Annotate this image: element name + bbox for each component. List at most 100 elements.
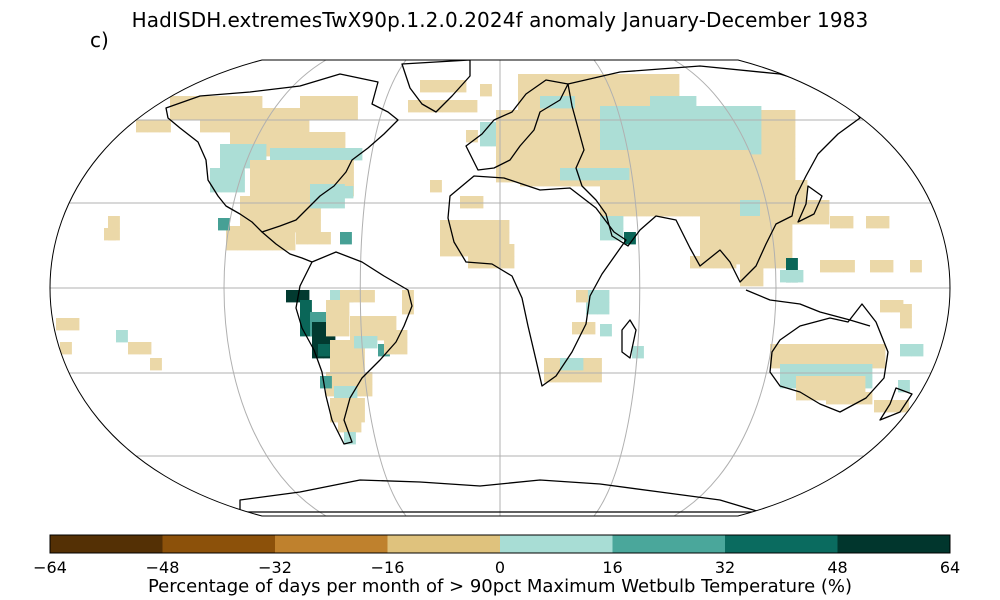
anomaly-cell	[772, 180, 785, 193]
anomaly-cell	[715, 106, 727, 119]
anomaly-cell	[700, 228, 712, 241]
anomaly-cell	[572, 322, 584, 335]
coast-asia	[567, 65, 861, 283]
anomaly-cell	[751, 244, 764, 257]
anomaly-cell	[274, 120, 287, 133]
anomaly-cell	[530, 122, 543, 135]
anomaly-cell	[543, 174, 555, 187]
anomaly-cell	[243, 156, 255, 169]
anomaly-cell	[715, 180, 727, 193]
anomaly-cell	[646, 118, 658, 131]
anomaly-cell	[587, 98, 599, 111]
anomaly-cell	[360, 372, 373, 385]
anomaly-cell	[703, 192, 716, 205]
anomaly-cell	[597, 302, 610, 315]
anomaly-cell	[734, 216, 747, 229]
anomaly-cell	[507, 170, 520, 183]
anomaly-cell	[646, 162, 659, 175]
anomaly-cell	[333, 196, 345, 209]
anomaly-cell	[320, 376, 332, 389]
anomaly-cell	[281, 148, 294, 161]
anomaly-cell	[497, 220, 510, 233]
anomaly-cell	[761, 192, 773, 205]
anomaly-cell	[633, 74, 645, 87]
anomaly-cell	[796, 388, 808, 401]
anomaly-cell	[583, 168, 595, 181]
colorbar	[50, 535, 951, 553]
anomaly-cell	[783, 110, 796, 123]
colorbar-bin	[725, 535, 838, 553]
anomaly-cell	[576, 290, 588, 303]
anomaly-cell	[502, 244, 515, 257]
anomaly-cell	[286, 290, 298, 303]
anomaly-cell	[136, 120, 148, 133]
meridian-120e	[673, 60, 777, 516]
anomaly-cell	[711, 216, 724, 229]
anomaly-cell	[283, 238, 296, 251]
anomaly-cell	[726, 204, 739, 217]
anomaly-cell	[334, 386, 346, 399]
anomaly-cell	[273, 160, 285, 173]
anomaly-cell	[795, 192, 808, 205]
anomaly-cell	[507, 110, 520, 123]
anomaly-cell	[783, 200, 795, 213]
anomaly-cell	[680, 192, 693, 205]
anomaly-cell	[139, 342, 152, 355]
anomaly-cell	[341, 410, 354, 423]
anomaly-cell	[667, 86, 680, 99]
anomaly-cell	[738, 142, 750, 155]
anomaly-cell	[669, 150, 682, 163]
anomaly-cell	[793, 356, 805, 369]
anomaly-cell	[749, 142, 762, 155]
anomaly-cell	[727, 162, 739, 175]
anomaly-cell	[226, 226, 238, 239]
anomaly-cell	[250, 96, 263, 109]
colorbar-tick: −48	[145, 558, 180, 577]
anomaly-cell	[657, 204, 670, 217]
anomaly-cell	[749, 170, 761, 183]
anomaly-cell	[296, 160, 308, 173]
anomaly-cell	[680, 180, 693, 193]
anomaly-cell	[749, 180, 762, 193]
anomaly-cell	[715, 162, 728, 175]
anomaly-cell	[783, 158, 796, 171]
anomaly-cell	[330, 398, 342, 411]
anomaly-cell	[796, 376, 808, 389]
anomaly-cell	[780, 376, 792, 389]
anomaly-cell	[338, 420, 350, 433]
anomaly-cell	[738, 118, 750, 131]
anomaly-cell	[170, 96, 182, 109]
anomaly-cell	[468, 244, 480, 257]
anomaly-cell	[772, 122, 784, 135]
anomaly-cell	[341, 352, 354, 365]
anomaly-cell	[542, 122, 554, 135]
anomaly-cell	[839, 356, 851, 369]
anomaly-cell	[531, 162, 544, 175]
anomaly-cell	[479, 244, 492, 257]
anomaly-cell	[330, 160, 343, 173]
anomaly-cell	[814, 364, 827, 377]
anomaly-cell	[715, 130, 727, 143]
anomaly-cell	[273, 172, 285, 185]
anomaly-cell	[200, 120, 212, 133]
anomaly-cell	[334, 108, 347, 121]
anomaly-cell	[147, 120, 160, 133]
anomaly-cell	[373, 328, 385, 341]
anomaly-cell	[309, 220, 321, 233]
anomaly-cell	[431, 100, 443, 113]
anomaly-cell	[657, 180, 670, 193]
anomaly-cell	[310, 312, 322, 325]
anomaly-cell	[862, 356, 874, 369]
anomaly-cell	[454, 100, 466, 113]
anomaly-cell	[774, 244, 787, 257]
anomaly-cell	[656, 86, 668, 99]
anomaly-cell	[507, 146, 520, 159]
anomaly-cell	[519, 110, 531, 123]
anomaly-cell	[270, 148, 282, 161]
anomaly-cell	[346, 96, 358, 109]
anomaly-cell	[520, 174, 532, 187]
anomaly-cell	[587, 86, 599, 99]
anomaly-cell	[254, 144, 267, 157]
colorbar-bin	[50, 535, 163, 553]
anomaly-cell	[170, 108, 182, 121]
